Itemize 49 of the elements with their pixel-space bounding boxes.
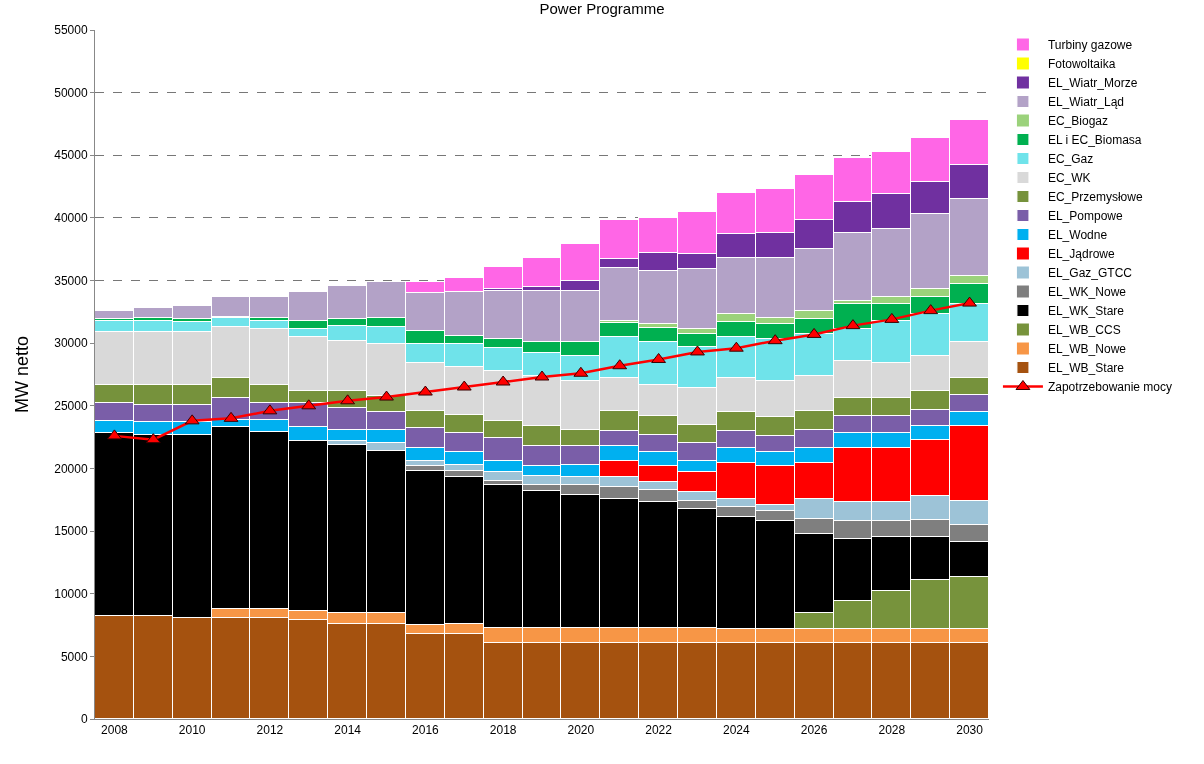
legend-label: EL_WB_Nowe (1047, 342, 1127, 357)
x-tick-label: 2014 (334, 723, 362, 738)
y-tick-label: 40000 (54, 211, 88, 226)
x-tick-label: 2016 (412, 723, 440, 738)
x-tick-label: 2018 (489, 723, 517, 738)
point (690, 345, 705, 356)
legend-label: EC_WK (1047, 171, 1091, 186)
legend-label: EC_Biogaz (1047, 114, 1108, 129)
x-tick-label: 2008 (101, 723, 129, 738)
y-axis-title: MW netto (12, 335, 33, 414)
x-tick-label: 2012 (256, 723, 284, 738)
y-tick-label: 0 (80, 712, 88, 727)
legend-label: EL i EC_Biomasa (1047, 133, 1142, 148)
point (962, 296, 977, 307)
point (379, 390, 394, 401)
legend-label: EL_Gaz_GTCC (1047, 266, 1133, 281)
legend-label: EL_WK_Stare (1047, 304, 1125, 319)
legend-label: EC_Przemysłowe (1047, 190, 1143, 205)
legend-label: Zapotrzebowanie mocy (1047, 380, 1172, 395)
x-tick-label: 2026 (800, 723, 828, 738)
legend-label: EL_Pompowe (1047, 209, 1123, 224)
x-tick-label: 2020 (567, 723, 595, 738)
x-tick-label: 2028 (878, 723, 906, 738)
y-tick-label: 15000 (54, 524, 88, 539)
x-tick-label: 2022 (645, 723, 673, 738)
y-tick-label: 50000 (54, 85, 88, 100)
legend-label: EL_WK_Nowe (1047, 285, 1127, 300)
legend-label: EL_Wiatr_Morze (1047, 76, 1138, 91)
point (107, 429, 122, 440)
y-tick-label: 55000 (54, 23, 88, 38)
y-tick-label: 30000 (54, 336, 88, 351)
chart-title: Power Programme (539, 0, 665, 18)
legend-label: EL_WB_CCS (1047, 323, 1121, 338)
legend-label: Turbiny gazowe (1047, 38, 1133, 53)
y-tick-label: 20000 (54, 461, 88, 476)
legend-label: EL_WB_Stare (1047, 361, 1125, 376)
x-tick-label: 2010 (178, 723, 206, 738)
y-tick-label: 45000 (54, 148, 88, 163)
y-tick-label: 10000 (54, 586, 88, 601)
legend-label: EC_Gaz (1047, 152, 1094, 167)
legend-label: Fotowoltaika (1047, 57, 1116, 72)
y-tick-label: 5000 (60, 649, 88, 664)
legend-label: EL_Jądrowe (1047, 247, 1115, 262)
legend-label: EL_Wodne (1047, 228, 1108, 243)
legend-label: EL_Wiatr_Ląd (1047, 95, 1124, 110)
x-tick-label: 2024 (723, 723, 751, 738)
x-tick-label: 2030 (956, 723, 984, 738)
y-tick-label: 35000 (54, 273, 88, 288)
y-tick-label: 25000 (54, 399, 88, 414)
